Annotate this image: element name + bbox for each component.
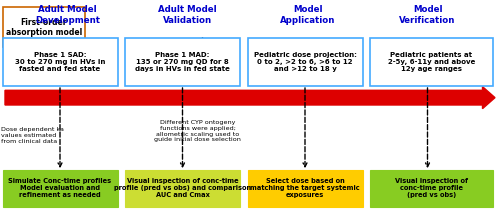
Text: Dose dependent ka
values estimated
from clinical data: Dose dependent ka values estimated from … — [1, 127, 64, 144]
FancyBboxPatch shape — [370, 170, 492, 207]
Text: Phase 1 MAD:
135 or 270 mg QD for 8
days in HVs in fed state: Phase 1 MAD: 135 or 270 mg QD for 8 days… — [135, 52, 230, 72]
FancyBboxPatch shape — [2, 7, 85, 47]
Text: Pediatric patients at
2-5y, 6-11y and above
12y age ranges: Pediatric patients at 2-5y, 6-11y and ab… — [388, 52, 475, 72]
Text: Model
Application: Model Application — [280, 5, 335, 25]
Text: First-order
absorption model: First-order absorption model — [6, 18, 82, 37]
Text: Adult Model
Development: Adult Model Development — [35, 5, 100, 25]
FancyBboxPatch shape — [248, 170, 362, 207]
FancyBboxPatch shape — [370, 38, 492, 86]
Text: Simulate Conc-time profiles
Model evaluation and
refinement as needed: Simulate Conc-time profiles Model evalua… — [8, 178, 112, 198]
FancyBboxPatch shape — [125, 38, 240, 86]
Text: Model
Verification: Model Verification — [400, 5, 456, 25]
Text: Phase 1 SAD:
30 to 270 mg in HVs in
fasted and fed state: Phase 1 SAD: 30 to 270 mg in HVs in fast… — [15, 52, 105, 72]
FancyArrow shape — [5, 87, 495, 109]
Text: Different CYP ontogeny
functions were applied;
allometric scaling used to
guide : Different CYP ontogeny functions were ap… — [154, 120, 241, 142]
Text: Visual inspection of
conc-time profile
(pred vs obs): Visual inspection of conc-time profile (… — [395, 178, 468, 198]
FancyBboxPatch shape — [125, 170, 240, 207]
FancyBboxPatch shape — [2, 38, 117, 86]
FancyBboxPatch shape — [2, 170, 117, 207]
Text: Adult Model
Validation: Adult Model Validation — [158, 5, 217, 25]
Text: Select dose based on
matching the target systemic
exposures: Select dose based on matching the target… — [250, 178, 360, 198]
Text: Visual inspection of conc-time
profile (pred vs obs) and comparison
AUC and Cmax: Visual inspection of conc-time profile (… — [114, 178, 251, 198]
FancyBboxPatch shape — [248, 38, 362, 86]
Text: Pediatric dose projection:
0 to 2, >2 to 6, >6 to 12
and >12 to 18 y: Pediatric dose projection: 0 to 2, >2 to… — [254, 52, 356, 72]
